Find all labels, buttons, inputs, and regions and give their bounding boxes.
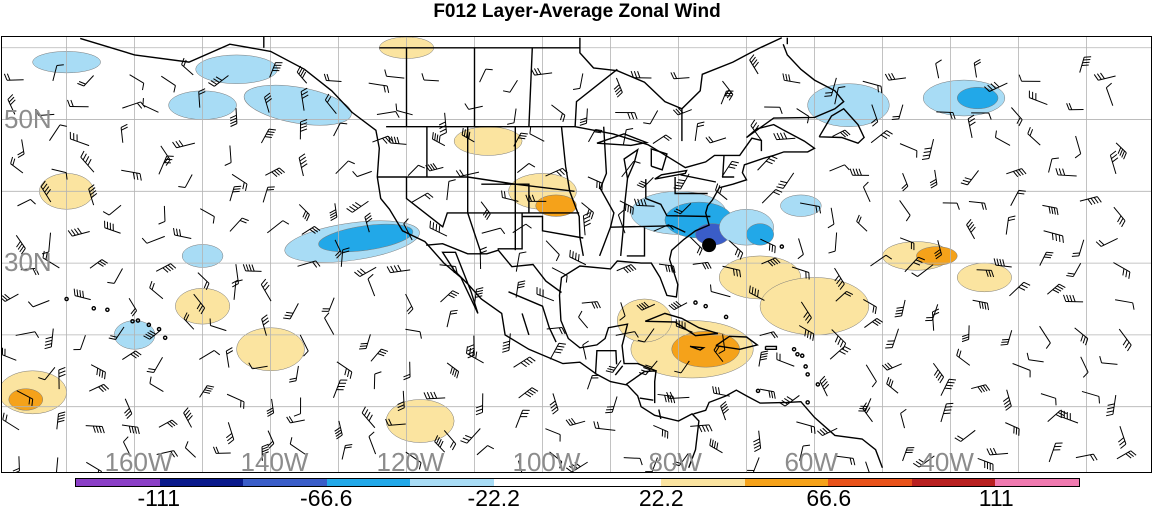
colorbar-segment [493,479,578,486]
colorbar-label: 111 [978,485,1014,511]
storm-center-marker [702,238,717,253]
colorbar-segment [76,479,160,486]
marker-layer [702,238,717,253]
colorbar-label: -22.2 [467,485,520,511]
colorbar-segment [159,479,244,486]
colorbar-segment [410,479,494,486]
lon-label-140w: 140W [240,447,309,477]
lon-label-100w: 100W [512,447,581,477]
lon-label-60w: 60W [784,447,838,477]
lon-label-120w: 120W [376,447,445,477]
colorbar-segment [326,479,411,486]
map-canvas [2,37,1151,472]
colorbar-segment [243,479,327,486]
colorbar-segment [744,479,829,486]
colorbar-label: 22.2 [638,485,684,511]
map-panel [1,36,1152,473]
colorbar-segment [661,479,745,486]
colorbar-label: -111 [137,485,181,511]
colorbar-segment [828,479,912,486]
colorbar-label: -66.6 [300,485,353,511]
colorbar-segment [995,479,1079,486]
wind-barbs [2,54,1137,472]
lon-label-40w: 40W [920,447,974,477]
wind-shading [2,37,1012,443]
lat-lon-grid [2,37,1151,472]
colorbar-label: 66.6 [806,485,852,511]
lon-label-80w: 80W [648,447,702,477]
colorbar-segment [577,479,662,486]
colorbar-segment [911,479,996,486]
lon-label-160w: 160W [104,447,173,477]
colorbar [75,478,1080,487]
map-title: F012 Layer-Average Zonal Wind [433,1,721,22]
lat-label-50n: 50N [4,103,52,134]
lat-label-30n: 30N [4,247,52,278]
coastlines [64,37,884,468]
